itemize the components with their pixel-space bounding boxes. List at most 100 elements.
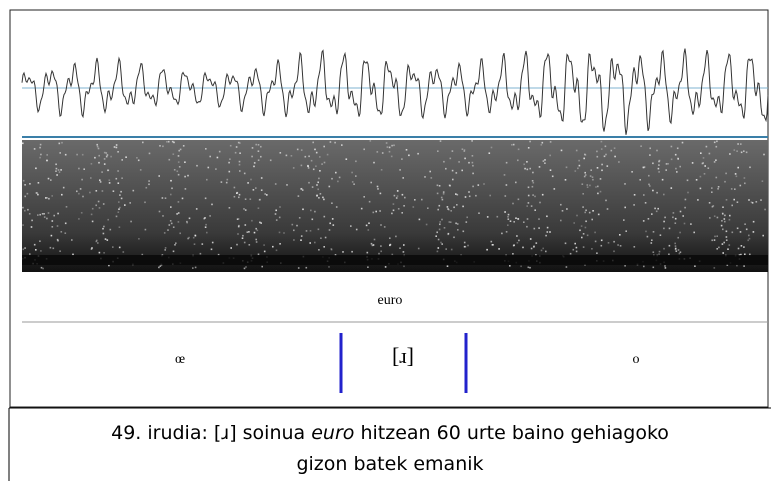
- speckle: [211, 203, 213, 206]
- speckle: [711, 191, 713, 193]
- speckle: [489, 194, 491, 197]
- speckle: [575, 149, 578, 152]
- speckle: [255, 241, 258, 243]
- speckle: [46, 197, 48, 199]
- speckle: [649, 147, 651, 150]
- speckle: [204, 226, 207, 228]
- speckle: [158, 210, 161, 213]
- speckle: [397, 208, 400, 210]
- speckle: [319, 193, 322, 195]
- speckle: [604, 145, 607, 148]
- speckle: [97, 242, 99, 244]
- speckle: [238, 224, 240, 227]
- speckle: [274, 213, 277, 215]
- speckle: [729, 214, 731, 217]
- speckle: [119, 206, 121, 209]
- speckle: [586, 234, 589, 237]
- speckle: [642, 166, 645, 169]
- speckle: [507, 218, 510, 220]
- speckle: [663, 193, 665, 196]
- speckle: [583, 175, 586, 178]
- speckle: [159, 145, 161, 147]
- speckle: [763, 153, 765, 156]
- speckle: [50, 234, 53, 237]
- speckle: [367, 266, 369, 268]
- speckle: [103, 225, 105, 228]
- speckle: [49, 246, 52, 249]
- speckle: [171, 140, 174, 143]
- speckle: [711, 239, 713, 242]
- speckle: [737, 247, 740, 250]
- speckle: [439, 221, 441, 223]
- speckle: [233, 195, 236, 198]
- speckle: [368, 200, 371, 203]
- speckle: [122, 251, 125, 253]
- speckle: [713, 267, 716, 269]
- speckle: [272, 245, 274, 248]
- speckle: [305, 230, 308, 232]
- speckle: [523, 163, 525, 166]
- speckle: [136, 157, 138, 159]
- speckle: [251, 147, 254, 149]
- speckle: [477, 184, 480, 186]
- speckle: [377, 188, 379, 190]
- speckle: [233, 186, 236, 189]
- speckle: [115, 146, 118, 149]
- speckle: [715, 145, 718, 148]
- speckle: [355, 228, 358, 231]
- speckle: [119, 194, 121, 196]
- speckle: [307, 167, 310, 169]
- speckle: [286, 184, 288, 186]
- speckle: [619, 245, 622, 247]
- speckle: [323, 198, 325, 201]
- speckle: [57, 169, 60, 171]
- speckle: [716, 248, 718, 250]
- speckle: [29, 183, 31, 185]
- speckle: [39, 156, 41, 159]
- speckle: [713, 239, 716, 241]
- speckle: [565, 166, 568, 169]
- speckle: [291, 223, 294, 226]
- speckle: [42, 267, 44, 270]
- speckle: [22, 179, 25, 182]
- speckle: [338, 176, 341, 179]
- speckle: [90, 163, 93, 165]
- speckle: [523, 221, 525, 223]
- speckle: [427, 207, 429, 209]
- speckle: [332, 224, 335, 226]
- speckle: [275, 249, 278, 252]
- speckle: [443, 227, 446, 229]
- speckle: [106, 154, 109, 156]
- speckle: [29, 253, 31, 255]
- speckle: [624, 265, 626, 267]
- speckle: [203, 217, 205, 220]
- speckle: [24, 247, 26, 249]
- speckle: [62, 186, 65, 189]
- speckle: [379, 192, 382, 195]
- speckle: [713, 215, 716, 217]
- speckle: [96, 239, 98, 242]
- speckle: [251, 155, 253, 158]
- speckle: [658, 159, 661, 162]
- speckle: [451, 150, 454, 152]
- speckle: [331, 218, 334, 220]
- speckle: [184, 175, 186, 178]
- speckle: [57, 212, 59, 215]
- speckle: [725, 172, 727, 175]
- speckle: [107, 169, 109, 172]
- speckle: [329, 141, 332, 143]
- speckle: [652, 162, 654, 165]
- speckle: [318, 197, 320, 199]
- speckle: [534, 209, 536, 211]
- speckle: [633, 194, 636, 196]
- speckle: [584, 211, 586, 214]
- speckle: [712, 205, 715, 207]
- speckle: [108, 264, 110, 267]
- speckle: [560, 219, 562, 222]
- speckle: [259, 198, 261, 201]
- speckle: [257, 159, 260, 161]
- speckle: [736, 150, 738, 152]
- speckle: [448, 208, 450, 211]
- speckle: [464, 196, 467, 198]
- speckle: [691, 162, 694, 164]
